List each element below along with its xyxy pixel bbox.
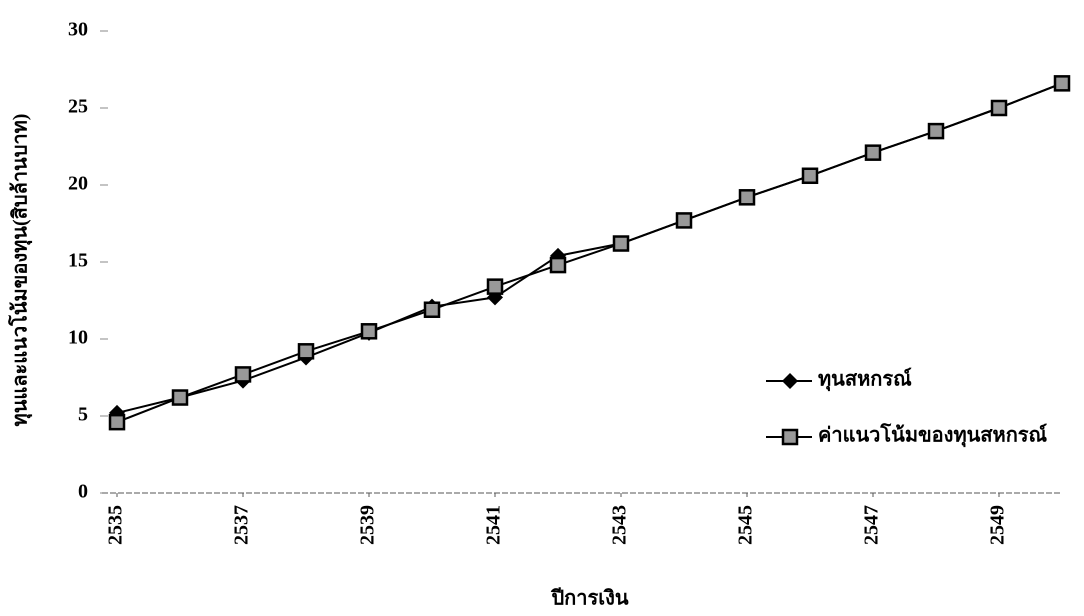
x-tick-label: 2547 xyxy=(861,505,883,545)
series-line xyxy=(116,82,1063,424)
point xyxy=(486,278,504,295)
x-tick-label: 2539 xyxy=(357,505,379,545)
x-tick-label: 2545 xyxy=(735,505,757,545)
legend-marker xyxy=(781,428,799,446)
y-axis-title: ทุนและแนวโน้มของทุน(สิบล้านบาท) xyxy=(8,114,33,427)
point xyxy=(612,235,630,252)
y-tick-label: 15 xyxy=(68,250,88,272)
y-tick-label: 30 xyxy=(68,19,88,41)
point xyxy=(990,99,1008,117)
point xyxy=(801,167,819,185)
point xyxy=(360,323,378,340)
y-tick-label: 20 xyxy=(68,173,88,195)
point xyxy=(297,343,315,360)
point xyxy=(423,301,441,318)
y-tick-label: 0 xyxy=(78,481,88,503)
x-tick-label: 2543 xyxy=(609,505,631,545)
point xyxy=(1053,75,1071,92)
x-tick-label: 2537 xyxy=(231,505,253,545)
legend-label: ทุนสหกรณ์ xyxy=(818,368,912,392)
legend-label: ค่าแนวโน้มของทุนสหกรณ์ xyxy=(818,423,1048,448)
point xyxy=(549,256,567,274)
point xyxy=(171,389,189,406)
point xyxy=(675,212,693,229)
x-tick-label: 2541 xyxy=(483,505,505,545)
x-axis-title: ปีการเงิน xyxy=(550,587,629,610)
x-tick-label: 2549 xyxy=(987,505,1009,545)
legend-marker xyxy=(782,373,798,389)
y-tick-label: 25 xyxy=(68,96,88,118)
point xyxy=(108,413,126,431)
point xyxy=(927,122,945,140)
y-tick-label: 10 xyxy=(68,327,88,349)
x-tick-label: 2535 xyxy=(105,505,127,545)
point xyxy=(864,144,882,161)
y-tick-label: 5 xyxy=(78,404,88,426)
point xyxy=(738,189,756,206)
point xyxy=(234,366,252,383)
series-line xyxy=(116,82,1063,414)
